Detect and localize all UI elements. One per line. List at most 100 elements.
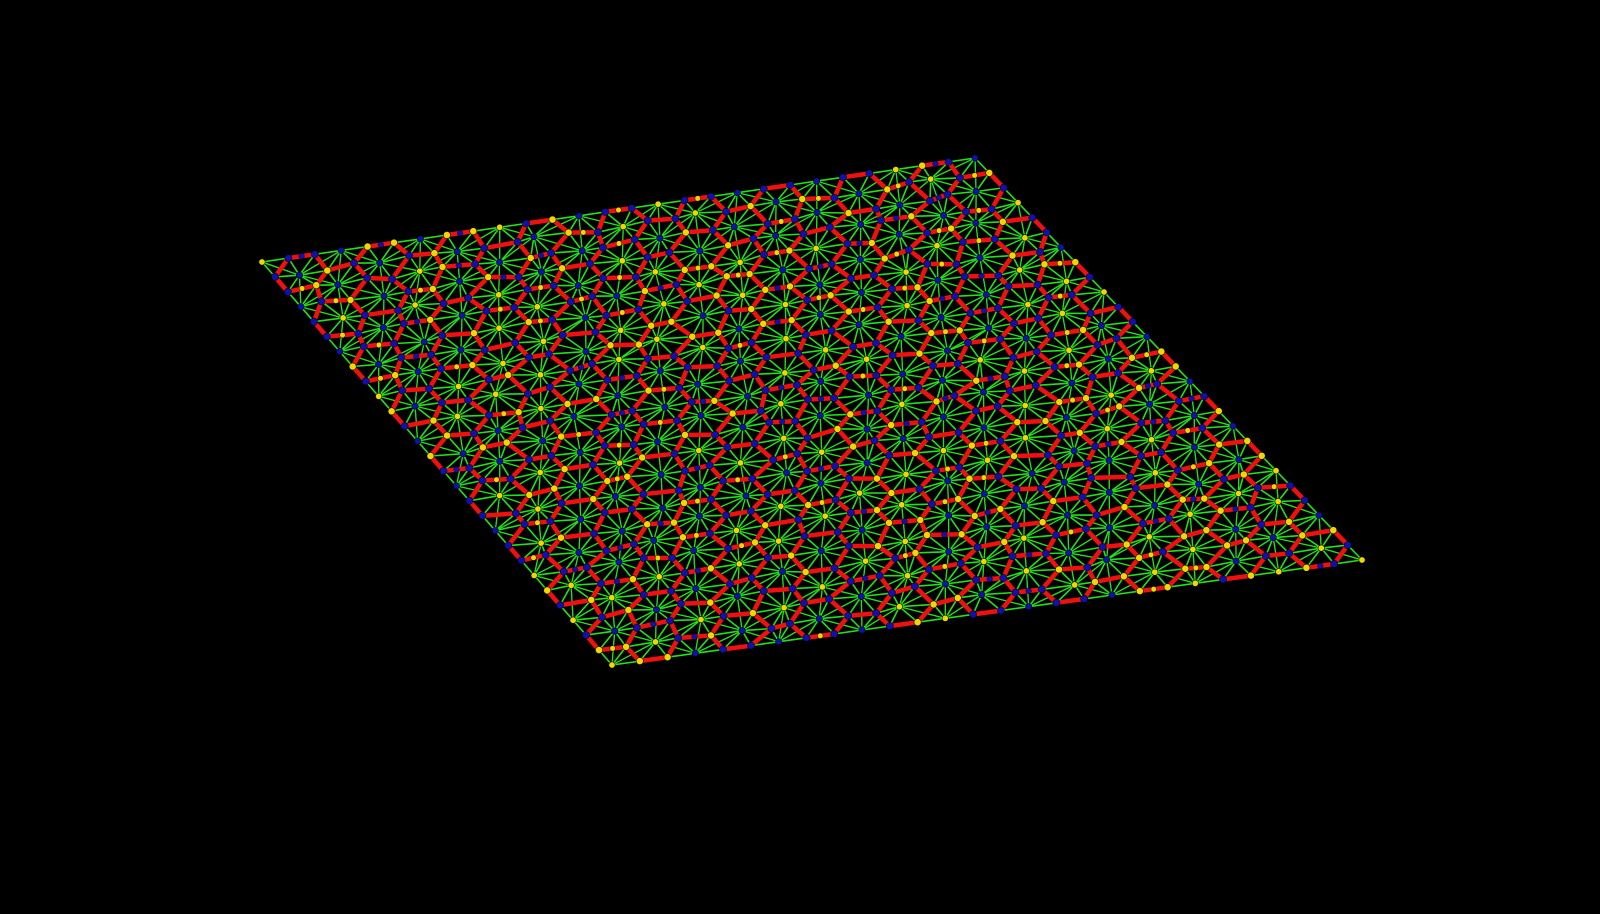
vertex — [1042, 549, 1050, 558]
spoke — [873, 437, 905, 442]
vertex — [1131, 484, 1140, 493]
spoke — [657, 199, 686, 205]
vertex — [673, 416, 681, 425]
spoke — [986, 455, 1015, 462]
vertex — [334, 281, 342, 289]
spoke — [694, 567, 712, 590]
vertex — [1181, 564, 1190, 573]
spoke — [824, 345, 854, 351]
spoke — [654, 618, 702, 643]
vertex — [1034, 314, 1043, 323]
vertex — [942, 395, 949, 402]
spoke — [765, 337, 787, 359]
spoke — [904, 540, 950, 553]
vertex — [695, 512, 703, 520]
cell-edge — [803, 566, 837, 575]
vertex — [546, 383, 554, 391]
vertex — [1005, 386, 1014, 395]
vertex — [548, 315, 556, 324]
cell-edge — [930, 361, 961, 368]
vertex — [1195, 480, 1203, 488]
spoke — [377, 356, 403, 366]
vertex — [643, 354, 652, 363]
spoke — [659, 231, 687, 239]
vertex — [793, 380, 801, 389]
vertex — [452, 482, 460, 490]
vertex — [923, 259, 932, 268]
cell-edge — [544, 569, 567, 593]
vertex — [923, 531, 931, 539]
spoke — [473, 327, 500, 335]
cell-edge — [829, 328, 856, 350]
spoke — [573, 413, 613, 418]
vertex — [1011, 521, 1020, 530]
spoke — [471, 362, 504, 366]
vertex — [603, 375, 612, 384]
spoke — [440, 367, 460, 388]
vertex — [725, 376, 734, 385]
spoke — [540, 518, 582, 544]
spoke — [958, 327, 990, 332]
spoke — [1023, 366, 1056, 372]
vertex — [712, 291, 721, 300]
spoke — [946, 329, 961, 352]
vertex — [632, 371, 641, 380]
vertex — [872, 609, 880, 618]
vertex — [1220, 475, 1228, 483]
vertex — [1253, 483, 1262, 492]
spoke — [947, 514, 988, 528]
spoke — [833, 394, 870, 400]
vertex — [833, 528, 842, 536]
vertex — [1104, 355, 1112, 363]
cell-edge — [945, 192, 969, 214]
spoke — [692, 532, 711, 552]
spoke — [830, 323, 860, 332]
spoke — [1024, 404, 1068, 418]
spoke — [1095, 491, 1111, 516]
vertex — [926, 196, 934, 205]
vertex — [1232, 506, 1239, 513]
spoke — [698, 275, 728, 286]
vertex — [750, 370, 759, 379]
spoke — [654, 269, 686, 273]
spoke — [442, 452, 465, 472]
spoke — [632, 440, 659, 446]
spoke — [738, 556, 769, 565]
spoke — [728, 380, 749, 397]
spoke — [1111, 590, 1141, 596]
spoke — [918, 349, 949, 355]
spoke — [1260, 500, 1279, 526]
spoke — [1023, 537, 1047, 555]
vertex — [802, 633, 811, 642]
spoke — [739, 338, 787, 362]
vertex — [786, 619, 794, 628]
spoke — [1160, 446, 1196, 454]
spoke — [785, 313, 821, 340]
vertex — [895, 603, 903, 611]
spoke — [1100, 320, 1134, 327]
vertex — [777, 400, 785, 408]
vertex — [845, 372, 854, 381]
spoke — [684, 449, 700, 472]
cell-edge — [1200, 425, 1222, 447]
spoke — [642, 493, 664, 509]
vertex — [459, 450, 467, 458]
cell-edge — [348, 275, 370, 303]
spoke — [805, 333, 827, 351]
cell-edge — [546, 351, 573, 373]
vertex — [723, 443, 732, 452]
vertex — [981, 307, 988, 314]
spoke — [794, 414, 822, 423]
spoke — [818, 586, 824, 620]
spoke — [1023, 534, 1057, 539]
spoke — [983, 541, 1006, 563]
vertex — [659, 504, 667, 512]
vertex — [310, 250, 319, 259]
spoke — [625, 641, 657, 648]
spoke — [1106, 422, 1142, 430]
cell-edge — [877, 556, 898, 578]
vertex — [520, 520, 529, 528]
spoke — [696, 380, 731, 386]
spoke — [498, 321, 530, 330]
vertex — [425, 384, 433, 393]
